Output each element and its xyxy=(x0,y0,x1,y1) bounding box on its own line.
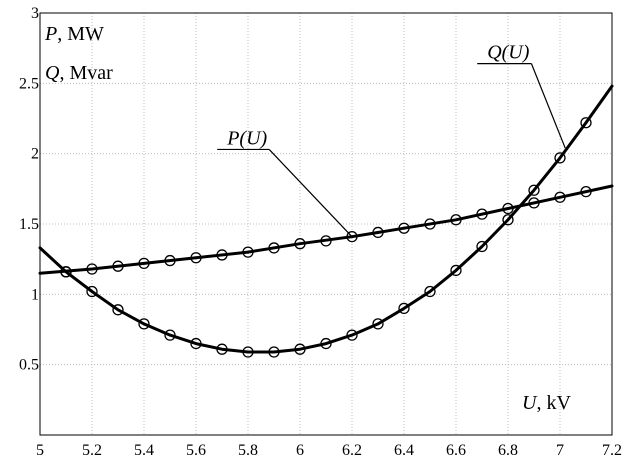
y-label-q-unit: , Mvar xyxy=(59,62,113,84)
x-tick-label: 6.8 xyxy=(498,442,518,459)
y-tick-label: 0.5 xyxy=(19,357,39,374)
y-axis-label-p: P, MW xyxy=(44,23,104,45)
x-tick-label: 5.8 xyxy=(238,442,258,459)
x-label-unit: , kV xyxy=(536,392,571,414)
x-tick-label: 7 xyxy=(556,442,564,459)
y-tick-label: 2.5 xyxy=(19,75,39,92)
x-tick-label: 7.2 xyxy=(602,442,622,459)
series-group xyxy=(40,86,612,357)
x-axis-label: U, kV xyxy=(522,392,571,414)
annotation-q: Q(U) xyxy=(477,42,565,148)
x-tick-label: 6.4 xyxy=(394,442,414,459)
x-tick-label: 5.2 xyxy=(82,442,102,459)
y-tick-label: 1.5 xyxy=(19,216,39,233)
x-tick-label: 5.4 xyxy=(134,442,154,459)
y-tick-label: 3 xyxy=(31,5,39,22)
grid-lines xyxy=(40,13,612,435)
y-tick-label: 1 xyxy=(31,286,39,303)
annotation-label: Q(U) xyxy=(487,42,530,64)
series-q xyxy=(40,86,612,357)
y-axis-label-q: Q, Mvar xyxy=(45,62,113,84)
y-label-q-symbol: Q xyxy=(45,62,60,84)
x-tick-label: 6.6 xyxy=(446,442,466,459)
x-tick-label: 6 xyxy=(296,442,304,459)
annotation-p: P(U) xyxy=(217,127,352,236)
annotation-label: P(U) xyxy=(226,127,267,149)
y-tick-label: 2 xyxy=(31,146,39,163)
x-tick-label: 5.6 xyxy=(186,442,206,459)
x-tick-label: 6.2 xyxy=(342,442,362,459)
series-line xyxy=(40,86,612,352)
x-tick-label: 5 xyxy=(36,442,44,459)
y-label-p-unit: , MW xyxy=(57,23,104,45)
y-label-p-symbol: P xyxy=(44,23,57,45)
